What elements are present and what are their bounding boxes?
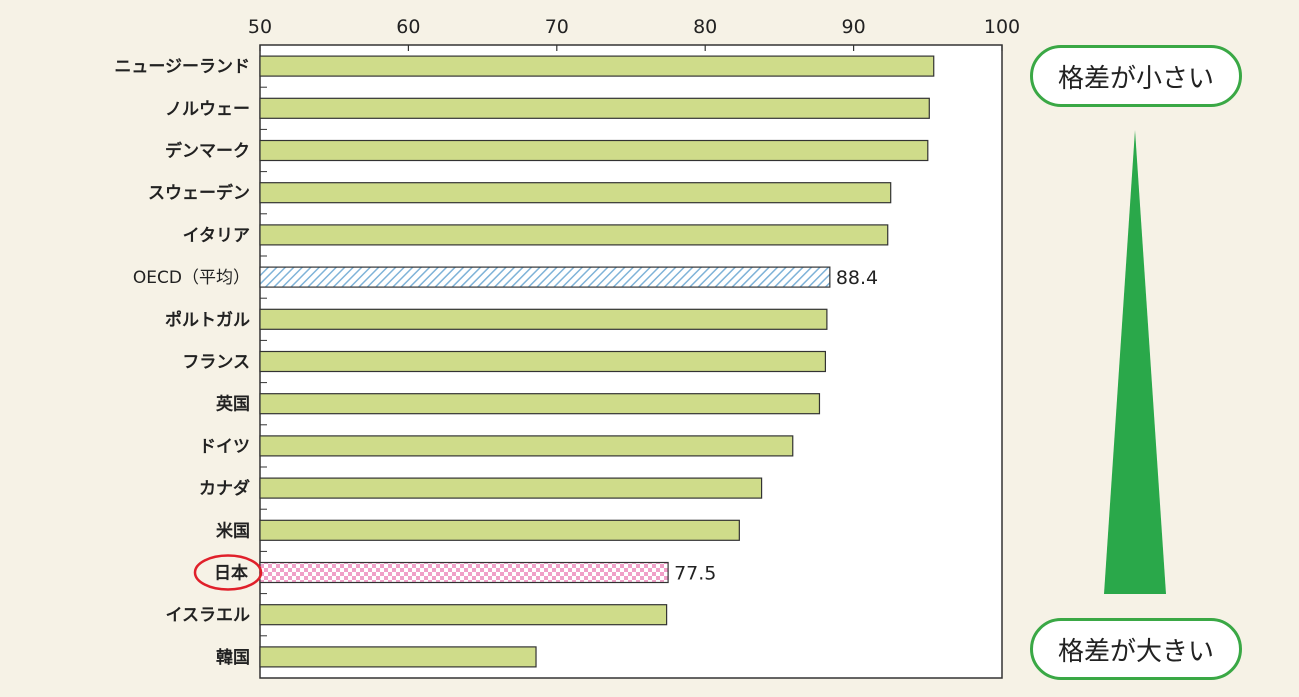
bar-series [259,55,935,668]
bar-chart: 50 60 70 80 90 100 ニュージーランドノルウェーデンマークスウェーデンイタ… [114,16,1020,679]
bar [259,139,929,162]
category-label: OECD（平均） [133,268,250,288]
category-label: スウェーデン [148,183,250,204]
bar [259,604,668,626]
bar [259,224,889,246]
bar [259,97,930,119]
category-label: イタリア [183,226,250,246]
bar [259,646,537,668]
x-tick-label: 50 [248,16,272,38]
category-label: ポルトガル [165,309,250,330]
category-label: ノルウェー [165,99,250,119]
category-label: ニュージーランド [114,57,250,77]
gap-arrow-triangle [1104,130,1166,594]
bar [259,182,892,204]
category-label: 韓国 [216,647,250,668]
data-labels: 88.4 77.5 [674,267,878,584]
x-tick-label: 60 [396,16,420,38]
bar [259,477,763,499]
bar [259,435,794,457]
bar [259,55,935,77]
x-tick-label: 80 [693,16,717,38]
x-tick-label: 70 [545,16,569,38]
callout-large-gap: 格差が大きい [1030,618,1242,680]
bar [259,393,821,415]
highlight-marker [193,554,263,591]
highlight-circle [193,554,263,591]
bar [259,266,831,288]
callout-small-gap: 格差が小さい [1030,45,1242,107]
x-tick-label: 90 [842,16,866,38]
category-label: 米国 [216,520,250,541]
category-label: デンマーク [165,141,250,162]
category-label: フランス [182,353,250,373]
category-label: ドイツ [199,437,250,457]
bar [259,561,669,584]
bar [259,350,827,373]
x-tick-label: 100 [984,16,1020,38]
category-label: 日本 [214,563,248,584]
x-axis: 50 60 70 80 90 100 [248,16,1020,51]
category-label: イスラエル [166,606,251,626]
data-label: 88.4 [836,267,878,289]
category-label: 英国 [216,394,250,415]
bar [259,519,740,541]
bar [259,308,828,330]
data-label: 77.5 [674,563,716,585]
category-label: カナダ [199,478,250,499]
